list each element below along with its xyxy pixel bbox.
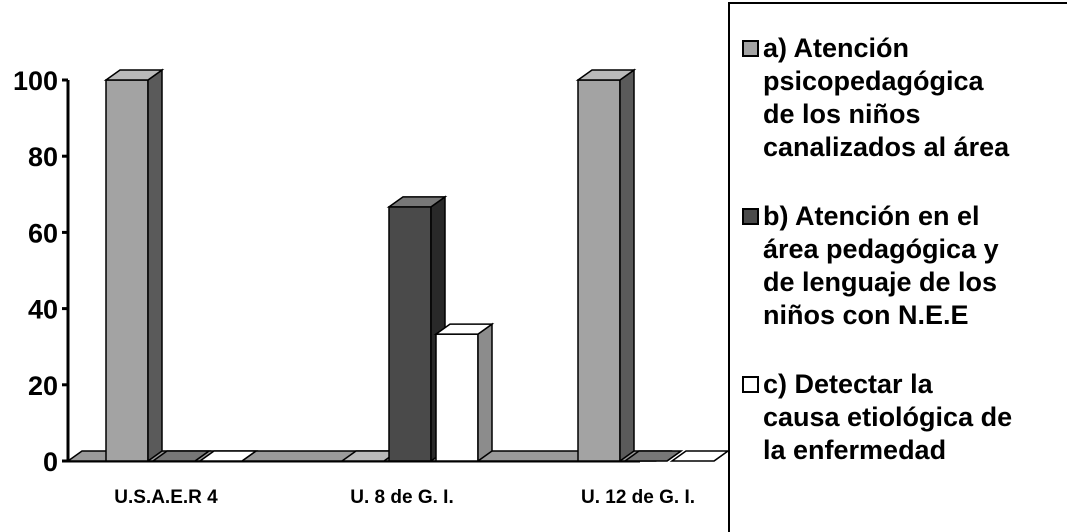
y-tick-label: 20 [28, 371, 58, 401]
bar-side [148, 70, 162, 461]
bars-group [106, 70, 728, 461]
category-labels: U.S.A.E.R 4 U. 8 de G. I. U. 12 de G. I. [114, 487, 695, 508]
bar-top [672, 451, 728, 461]
legend-swatch-a [742, 40, 759, 57]
bar-front [436, 334, 478, 461]
y-tick-label: 60 [28, 218, 58, 248]
bar-front [578, 80, 620, 461]
bar [436, 324, 492, 461]
y-tick-label: 0 [43, 447, 58, 477]
legend-item-c: c) Detectar la causa etiológica de la en… [742, 368, 1067, 467]
bar [672, 451, 728, 461]
bar [106, 70, 162, 461]
bar-side [478, 324, 492, 461]
category-label: U.S.A.E.R 4 [114, 487, 218, 508]
y-tick-label: 40 [28, 295, 58, 325]
legend-label-b: b) Atención en el área pedagógica y de l… [763, 200, 1067, 332]
legend-swatch-c [742, 376, 759, 393]
legend-item-a: a) Atención psicopedagógica de los niños… [742, 32, 1067, 164]
category-label: U. 12 de G. I. [581, 487, 695, 508]
y-tick-label: 80 [28, 142, 58, 172]
bar-front [389, 207, 431, 461]
legend: a) Atención psicopedagógica de los niños… [728, 2, 1067, 532]
bar-side [620, 70, 634, 461]
legend-swatch-b [742, 208, 759, 225]
legend-item-b: b) Atención en el área pedagógica y de l… [742, 200, 1067, 332]
category-label: U. 8 de G. I. [350, 487, 453, 508]
y-tick-label: 100 [13, 66, 58, 96]
legend-label-c: c) Detectar la causa etiológica de la en… [763, 368, 1067, 467]
legend-label-a: a) Atención psicopedagógica de los niños… [763, 32, 1067, 164]
bar [578, 70, 634, 461]
bar-front [106, 80, 148, 461]
bar-chart: 0 20 40 60 80 100 U.S.A.E.R 4 U. 8 de G. I. U. … [0, 0, 728, 521]
y-axis-ticks: 0 20 40 60 80 100 [13, 66, 68, 477]
